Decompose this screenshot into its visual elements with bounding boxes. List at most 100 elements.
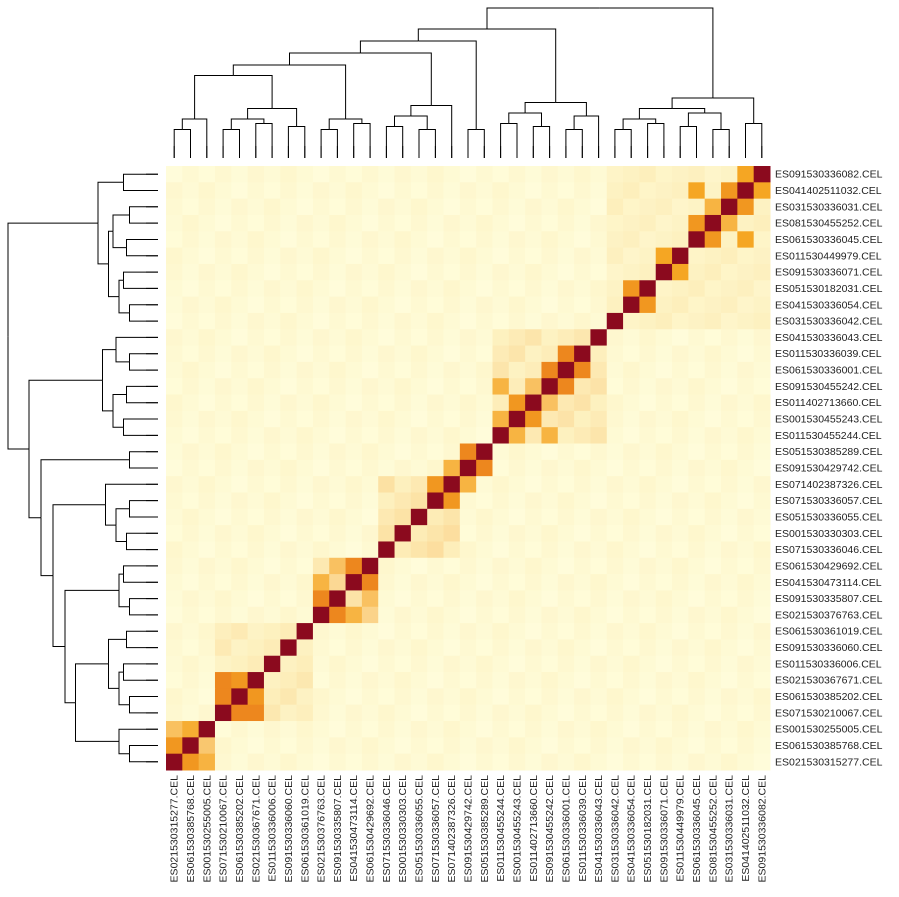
heatmap-cell: [557, 410, 575, 428]
heatmap-cell: [541, 280, 559, 298]
heatmap-cell: [574, 312, 591, 330]
heatmap-cell: [198, 557, 216, 575]
heatmap-cell: [345, 753, 363, 771]
heatmap-cell: [166, 312, 183, 330]
heatmap-cell: [394, 688, 412, 706]
heatmap-cell: [263, 231, 281, 249]
heatmap-cell: [296, 198, 314, 216]
dendrogram-branch: [573, 115, 587, 130]
heatmap-cell: [557, 329, 575, 347]
heatmap-cell: [394, 492, 412, 510]
heatmap-cell: [704, 525, 722, 542]
heatmap-cell: [476, 476, 493, 493]
heatmap-cell: [263, 688, 281, 706]
heatmap-cell: [182, 459, 200, 477]
heatmap-cell: [280, 639, 298, 657]
heatmap-cell: [737, 394, 755, 412]
heatmap-cell: [214, 329, 232, 347]
heatmap-cell: [525, 492, 542, 510]
dendrogram-branch: [427, 129, 436, 158]
heatmap-cell: [688, 574, 706, 591]
heatmap-cell: [704, 166, 722, 183]
heatmap-cell: [410, 655, 428, 673]
heatmap-cell: [737, 606, 755, 624]
heatmap-cell: [492, 410, 510, 428]
heatmap-cell: [606, 476, 624, 493]
heatmap-cell: [427, 574, 445, 591]
heatmap-cell: [345, 541, 363, 559]
dendrogram-branch: [272, 108, 298, 127]
heatmap-cell: [574, 280, 591, 298]
heatmap-cell: [280, 753, 298, 771]
heatmap-cell: [574, 214, 591, 232]
heatmap-cell: [688, 476, 706, 493]
heatmap-cell: [198, 296, 216, 314]
heatmap-cell: [410, 541, 428, 559]
heatmap-cell: [378, 639, 396, 657]
heatmap-cell: [263, 492, 281, 510]
heatmap-cell: [459, 541, 477, 559]
heatmap-cell: [296, 655, 314, 673]
dendrogram-branch: [687, 112, 705, 127]
heatmap-cell: [329, 312, 347, 330]
heatmap-cell: [231, 394, 249, 412]
heatmap-cell: [525, 623, 542, 640]
heatmap-cell: [590, 704, 608, 722]
heatmap-cell: [312, 737, 330, 755]
heatmap-cell: [737, 231, 755, 249]
heatmap-cell: [198, 737, 216, 755]
heatmap-cell: [231, 753, 249, 771]
heatmap-cell: [574, 557, 591, 575]
heatmap-cell: [361, 378, 379, 396]
heatmap-cell: [214, 492, 232, 510]
heatmap-cell: [345, 394, 363, 412]
dendrogram-branch: [431, 105, 453, 158]
heatmap-cell: [721, 704, 738, 722]
heatmap-cell: [721, 263, 738, 281]
heatmap-cell: [541, 394, 559, 412]
heatmap-cell: [345, 231, 363, 249]
heatmap-cell: [753, 443, 771, 461]
heatmap-cell: [688, 345, 706, 363]
heatmap-cell: [443, 541, 461, 559]
heatmap-cell: [606, 166, 624, 183]
heatmap-cell: [721, 574, 738, 591]
heatmap-cell: [704, 361, 722, 379]
heatmap-cell: [655, 394, 673, 412]
heatmap-cell: [459, 198, 477, 216]
heatmap-cell: [427, 329, 445, 347]
dendrogram-branch: [565, 129, 575, 158]
heatmap-cell: [476, 606, 493, 624]
heatmap-cell: [492, 704, 510, 722]
heatmap-cell: [182, 296, 200, 314]
heatmap-cell: [459, 639, 477, 657]
heatmap-cell: [345, 590, 363, 608]
row-label: ES061530336001.CEL: [775, 365, 883, 377]
heatmap-cell: [247, 737, 265, 755]
heatmap-cell: [231, 410, 249, 428]
heatmap-cell: [737, 182, 755, 200]
column-label: ES021530376763.CEL: [316, 775, 328, 883]
row-label: ES061530336045.CEL: [775, 234, 883, 246]
heatmap-cell: [688, 590, 706, 608]
heatmap-cell: [410, 508, 428, 526]
heatmap-cell: [508, 721, 526, 738]
dendrogram-branch: [126, 639, 158, 649]
row-label: ES021530367671.CEL: [775, 675, 883, 687]
heatmap-cell: [590, 655, 608, 673]
heatmap-cell: [198, 525, 216, 542]
heatmap-cell: [329, 623, 347, 640]
heatmap-cell: [688, 247, 706, 265]
heatmap-cell: [280, 378, 298, 396]
dendrogram-branch: [129, 508, 158, 518]
heatmap-cell: [721, 247, 738, 265]
dendrogram-branch: [622, 118, 640, 130]
heatmap-cell: [296, 361, 314, 379]
heatmap-cell: [721, 737, 738, 755]
heatmap-cell: [231, 198, 249, 216]
heatmap-cell: [688, 623, 706, 640]
heatmap-cell: [672, 737, 689, 755]
heatmap-cell: [492, 476, 510, 493]
heatmap-cell: [361, 737, 379, 755]
heatmap-cell: [704, 574, 722, 591]
